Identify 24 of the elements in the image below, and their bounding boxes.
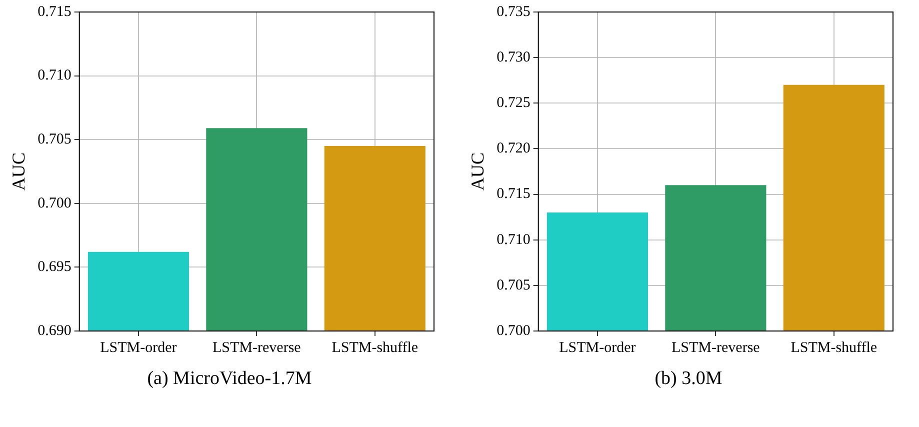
y-tick-label: 0.735 [496, 4, 530, 20]
x-tick-label: LSTM-order [559, 340, 636, 356]
y-tick-label: 0.725 [496, 95, 530, 112]
text: (a) MicroVideo-1.7M [146, 368, 313, 390]
y-tick-label: 0.700 [38, 195, 72, 212]
y-tick-label: 0.690 [38, 322, 72, 339]
y-tick-label: 0.710 [38, 68, 72, 84]
y-tick-label: 0.730 [496, 50, 530, 66]
y-axis-title: AUC [8, 152, 29, 191]
text: (b) 3.0M [654, 368, 724, 390]
x-tick-label: LSTM-shuffle [790, 340, 878, 356]
x-tick-label: LSTM-reverse [672, 340, 760, 356]
y-tick-label: 0.700 [496, 322, 530, 339]
y-tick-label: 0.705 [38, 132, 72, 148]
y-tick-label: 0.695 [38, 259, 72, 276]
y-tick-label: 0.720 [496, 140, 530, 157]
y-tick-label: 0.705 [496, 277, 530, 294]
x-tick-label: LSTM-shuffle [332, 340, 418, 356]
y-tick-label: 0.715 [38, 4, 72, 20]
y-tick-label: 0.715 [496, 186, 530, 202]
y-axis-title: AUC [468, 152, 488, 191]
y-tick-label: 0.710 [496, 232, 530, 248]
x-tick-label: LSTM-order [100, 340, 177, 356]
x-tick-label: LSTM-reverse [212, 340, 302, 356]
